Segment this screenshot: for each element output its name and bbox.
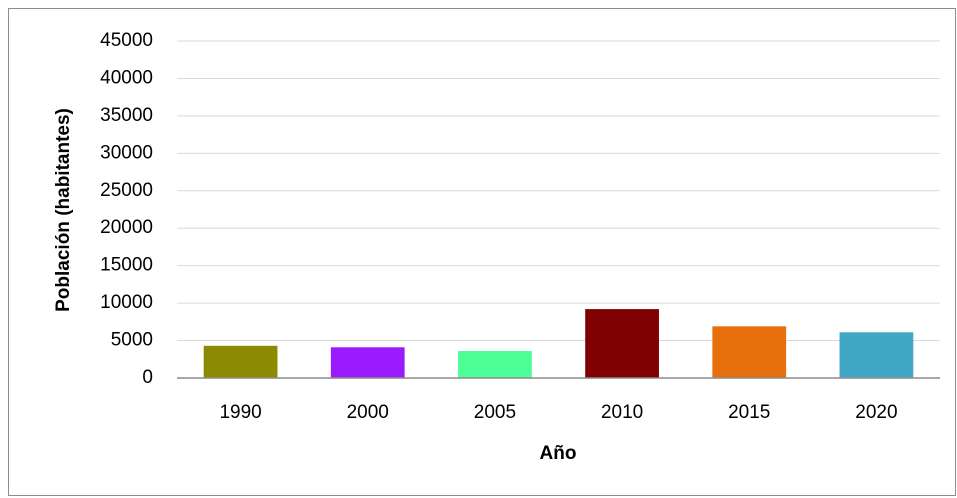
chart-frame — [8, 8, 956, 496]
y-tick-label: 5000 — [111, 330, 153, 351]
bar — [330, 347, 405, 378]
x-tick-label: 2015 — [728, 402, 770, 423]
bar — [458, 351, 532, 378]
x-tick-label: 2005 — [474, 402, 516, 423]
y-axis-title: Población (habitantes) — [53, 108, 74, 312]
x-axis-title: Año — [540, 443, 577, 464]
y-tick-label: 35000 — [100, 105, 153, 126]
y-tick-label: 10000 — [100, 292, 153, 313]
y-tick-label: 45000 — [100, 30, 153, 51]
y-tick-label: 30000 — [100, 142, 153, 163]
x-tick-label: 2020 — [855, 402, 897, 423]
bar — [203, 345, 278, 378]
bar — [585, 309, 659, 378]
x-tick-label: 2000 — [347, 402, 389, 423]
bar — [839, 332, 914, 378]
y-tick-label: 40000 — [100, 67, 153, 88]
x-tick-label: 2010 — [601, 402, 643, 423]
x-tick-label: 1990 — [219, 402, 261, 423]
y-tick-label: 20000 — [100, 217, 153, 238]
bar — [712, 326, 787, 378]
y-tick-label: 25000 — [100, 180, 153, 201]
y-tick-label: 0 — [142, 367, 153, 388]
y-tick-label: 15000 — [100, 255, 153, 276]
